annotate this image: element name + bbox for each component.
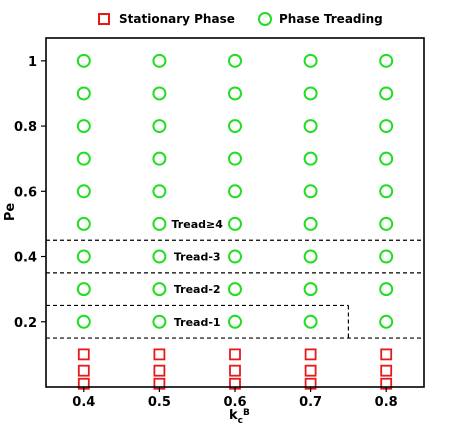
y-tick-label: 0.2 (14, 316, 37, 331)
phase-treading-point (379, 249, 394, 264)
phase-treading-point (379, 216, 394, 231)
phase-treading-point (76, 119, 91, 134)
phase-treading-point (303, 151, 318, 166)
phase-treading-point (303, 249, 318, 264)
region-labels: Tread-1 Tread-2 Tread-3 Tread≥4 (172, 215, 224, 329)
phase-treading-point (228, 282, 242, 297)
phase-treading-point (76, 86, 91, 101)
phase-treading-point (152, 249, 167, 264)
region-boundaries (46, 239, 424, 339)
phase-treading-point (379, 151, 394, 166)
y-axis-label: Pe (3, 203, 18, 222)
stationary-phase-point (153, 364, 166, 377)
phase-treading-point (228, 119, 242, 134)
phase-treading-point (303, 184, 318, 199)
phase-treading-point (76, 151, 91, 166)
x-tick-label: 0.7 (299, 395, 322, 410)
y-tick-label: 0.6 (14, 185, 37, 200)
phase-treading-point (228, 216, 242, 231)
phase-treading-point (152, 119, 167, 134)
phase-treading-point (303, 53, 318, 68)
phase-treading-point (379, 53, 394, 68)
phase-treading-point (76, 53, 91, 68)
phase-treading-point (303, 314, 318, 329)
region-label-background (172, 215, 223, 231)
x-axis-label: kcB (229, 408, 250, 426)
stationary-phase-point (304, 364, 317, 377)
y-axis-ticks: 0.2 0.4 0.6 0.8 1 (14, 55, 46, 331)
phase-treading-point (303, 86, 318, 101)
phase-treading-point (76, 249, 91, 264)
region-label: Tread-3 (174, 251, 221, 264)
phase-treading-point (228, 314, 242, 329)
x-tick-label: 0.8 (375, 395, 398, 410)
stationary-phase-point (304, 348, 317, 361)
stationary-phase-point (380, 364, 393, 377)
phase-treading-point (303, 282, 318, 297)
phase-treading-point (228, 249, 242, 264)
phase-treading-point (152, 282, 167, 297)
y-tick-label: 0.4 (14, 251, 37, 266)
stationary-phase-point (153, 348, 166, 361)
stationary-phase-point (229, 348, 241, 361)
phase-treading-point (76, 282, 91, 297)
legend-treading-label: Phase Treading (279, 12, 383, 26)
region-label-background (172, 248, 223, 264)
plot-frame (45, 37, 425, 388)
phase-treading-point (228, 184, 242, 199)
x-tick-label: 0.6 (223, 395, 246, 410)
phase-treading-point (152, 53, 167, 68)
stationary-phase-point (229, 364, 241, 377)
phase-treading-point (379, 86, 394, 101)
phase-treading-point (379, 282, 394, 297)
phase-treading-point (303, 119, 318, 134)
phase-treading-point (379, 184, 394, 199)
region-label-background (172, 313, 223, 329)
phase-treading-point (303, 216, 318, 231)
legend-treading-marker (258, 12, 272, 26)
phase-treading-point (228, 86, 242, 101)
legend: Stationary Phase Phase Treading (98, 12, 383, 26)
region-label: Tread-2 (174, 283, 221, 296)
stationary-phase-point (77, 348, 90, 361)
phase-treading-point (76, 184, 91, 199)
x-tick-label: 0.4 (72, 395, 95, 410)
legend-stationary-label: Stationary Phase (119, 12, 235, 26)
phase-treading-point (379, 119, 394, 134)
phase-treading-point (228, 151, 242, 166)
region-label: Tread-1 (174, 316, 221, 329)
legend-stationary-marker (98, 13, 110, 25)
y-tick-label: 1 (28, 55, 37, 70)
stationary-phase-point (380, 348, 393, 361)
data-points (76, 53, 394, 390)
phase-treading-point (76, 216, 91, 231)
phase-treading-point (152, 184, 167, 199)
phase-treading-point (76, 314, 91, 329)
phase-treading-point (152, 151, 167, 166)
x-tick-label: 0.5 (148, 395, 171, 410)
y-tick-label: 0.8 (14, 120, 37, 135)
phase-treading-point (152, 216, 167, 231)
x-axis-ticks: 0.4 0.5 0.6 0.7 0.8 (72, 387, 398, 410)
phase-treading-point (152, 86, 167, 101)
stationary-phase-point (77, 364, 90, 377)
phase-treading-point (379, 314, 394, 329)
phase-treading-point (228, 53, 242, 68)
region-label-background (172, 281, 223, 297)
phase-treading-point (152, 314, 167, 329)
region-label: Tread≥4 (172, 218, 224, 231)
